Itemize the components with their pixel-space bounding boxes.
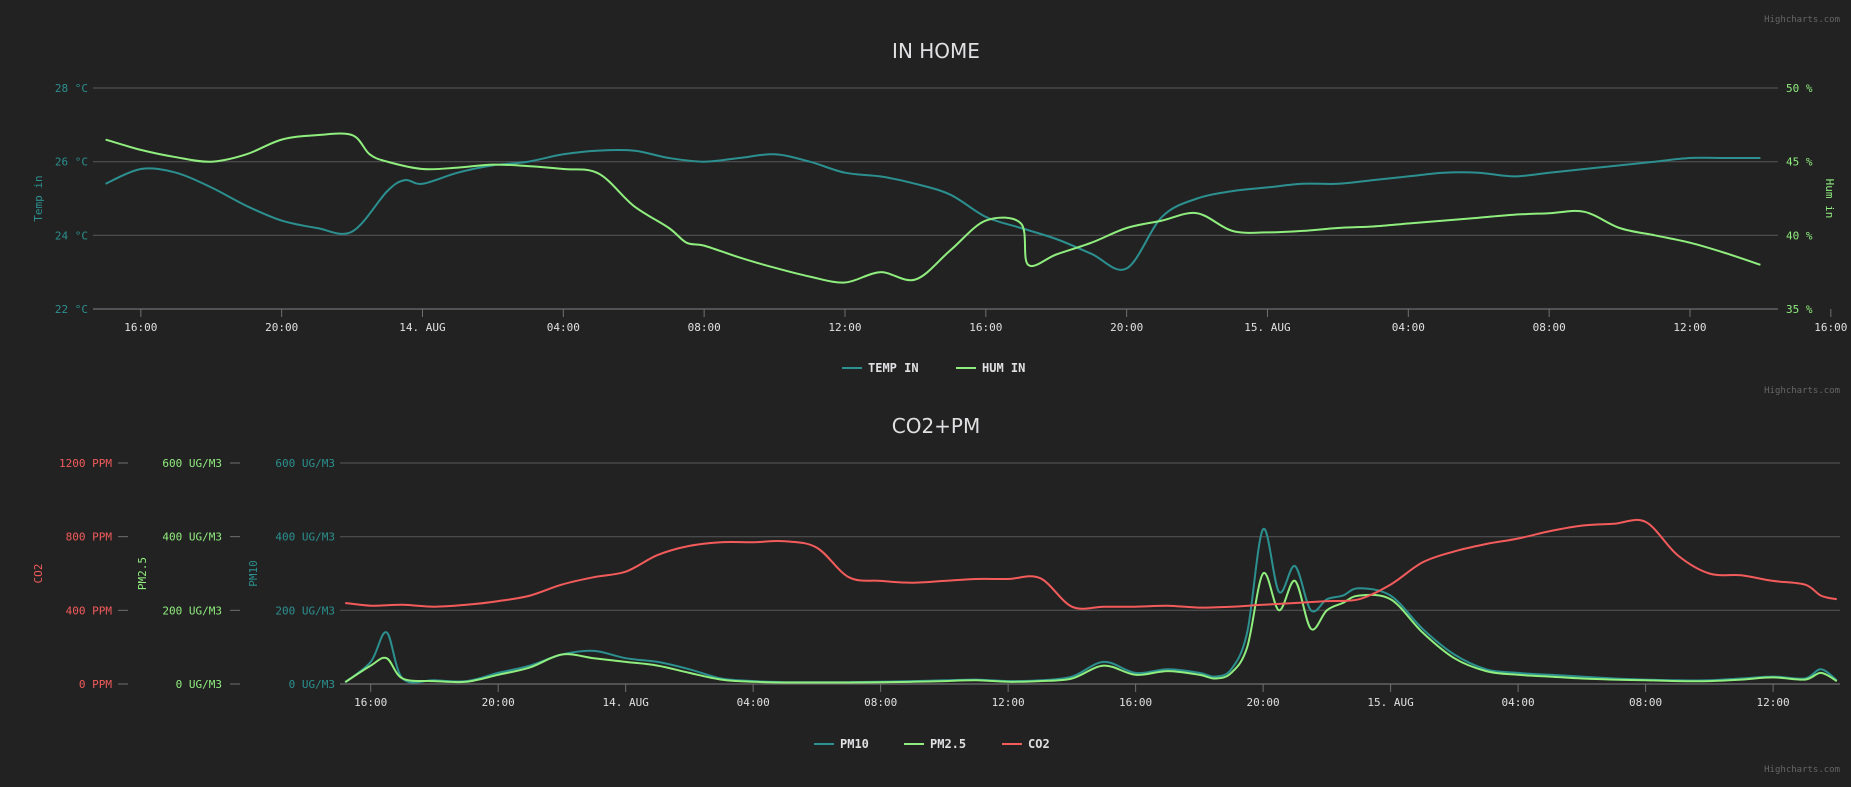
in-home-credits: Highcharts.com xyxy=(1764,15,1840,25)
co2-pm-legend-item-pm2-5: PM2.5 xyxy=(930,737,966,751)
co2-pm-x-tick-label: 15. AUG xyxy=(1367,696,1413,709)
in-home-title: IN HOME xyxy=(892,39,980,63)
chart-co2-pm-svg: Highcharts.com CO2+PM 1200 PPM 800 PPM 400 P… xyxy=(32,386,1840,775)
in-home-y-tick-temp-in: 22 °C xyxy=(55,303,88,316)
co2-pm-x-tick-label: 12:00 xyxy=(992,696,1025,709)
co2-pm-y-axis-title-pm2-5: PM2.5 xyxy=(136,557,149,590)
co2-pm-x-tick-label: 08:00 xyxy=(1629,696,1662,709)
chart-in-home: Highcharts.com IN HOME 28 °C 26 °C 24 °C 22 °… xyxy=(0,0,1851,375)
in-home-y-tick-temp-in: 28 °C xyxy=(55,82,88,95)
in-home-x-tick-label: 16:00 xyxy=(124,321,157,334)
co2-pm-x-tick-label: 16:00 xyxy=(1119,696,1152,709)
co2-pm-series-pm10-line xyxy=(344,528,1838,684)
chart-co2-pm: Highcharts.com CO2+PM 1200 PPM 800 PPM 400 P… xyxy=(0,375,1851,787)
co2-pm-y-tick-pm10: 400 UG/M3 xyxy=(275,531,335,544)
in-home-x-tick-label: 20:00 xyxy=(1110,321,1143,334)
co2-pm-y-tick-co2: 1200 PPM xyxy=(59,457,112,470)
in-home-y-tick-temp-in: 24 °C xyxy=(55,229,88,242)
co2-pm-y-tick-pm2-5: 0 UG/M3 xyxy=(176,678,222,691)
co2-pm-x-tick-label: 04:00 xyxy=(737,696,770,709)
co2-pm-y-axis-title-co2: CO2 xyxy=(32,564,45,584)
in-home-series-hum-in-line xyxy=(105,132,1761,284)
in-home-y-tick-hum-in: 45 % xyxy=(1786,156,1813,169)
co2-pm-x-tick-label: 08:00 xyxy=(864,696,897,709)
co2-pm-y-tick-co2: 0 PPM xyxy=(79,678,112,691)
co2-pm-x-tick-label: 20:00 xyxy=(482,696,515,709)
in-home-series-temp-in-line xyxy=(105,148,1761,271)
co2-pm-x-tick-label: 16:00 xyxy=(354,696,387,709)
chart-in-home-svg: Highcharts.com IN HOME 28 °C 26 °C 24 °C 22 °… xyxy=(32,15,1847,375)
in-home-y-tick-hum-in: 35 % xyxy=(1786,303,1813,316)
in-home-x-tick-label: 12:00 xyxy=(828,321,861,334)
in-home-y-tick-hum-in: 50 % xyxy=(1786,82,1813,95)
co2-pm-y-tick-pm10: 200 UG/M3 xyxy=(275,604,335,617)
in-home-y-axis-title-hum-in: Hum in xyxy=(1823,179,1836,219)
co2-pm-legend-item-co2: CO2 xyxy=(1028,737,1050,751)
co2-pm-x-tick-label: 14. AUG xyxy=(602,696,648,709)
in-home-x-tick-label: 16:00 xyxy=(969,321,1002,334)
co2-pm-y-tick-pm2-5: 200 UG/M3 xyxy=(162,604,222,617)
in-home-x-tick-label: 14. AUG xyxy=(399,321,445,334)
co2-pm-x-tick-label: 20:00 xyxy=(1247,696,1280,709)
in-home-y-tick-hum-in: 40 % xyxy=(1786,229,1813,242)
co2-pm-y-axis-title-pm10: PM10 xyxy=(247,560,260,587)
co2-pm-x-tick-label: 04:00 xyxy=(1502,696,1535,709)
co2-pm-legend-item-pm10: PM10 xyxy=(840,737,869,751)
in-home-x-tick-label: 15. AUG xyxy=(1244,321,1290,334)
co2-pm-y-tick-pm2-5: 600 UG/M3 xyxy=(162,457,222,470)
page-credits-bottom: Highcharts.com xyxy=(1764,765,1840,775)
in-home-legend-item-temp-in: TEMP IN xyxy=(868,361,919,375)
in-home-x-tick-label: 08:00 xyxy=(688,321,721,334)
in-home-y-tick-temp-in: 26 °C xyxy=(55,156,88,169)
in-home-x-tick-label: 04:00 xyxy=(547,321,580,334)
co2-pm-credits: Highcharts.com xyxy=(1764,386,1840,396)
co2-pm-y-tick-co2: 400 PPM xyxy=(66,604,113,617)
co2-pm-y-tick-pm10: 600 UG/M3 xyxy=(275,457,335,470)
in-home-x-tick-label: 04:00 xyxy=(1392,321,1425,334)
co2-pm-series-pm2-5-line xyxy=(344,572,1838,684)
co2-pm-y-tick-pm10: 0 UG/M3 xyxy=(289,678,335,691)
in-home-x-tick-label: 12:00 xyxy=(1673,321,1706,334)
in-home-x-tick-label: 20:00 xyxy=(265,321,298,334)
in-home-x-tick-label: 08:00 xyxy=(1533,321,1566,334)
in-home-legend-item-hum-in: HUM IN xyxy=(982,361,1025,375)
co2-pm-title: CO2+PM xyxy=(892,414,981,438)
co2-pm-x-tick-label: 12:00 xyxy=(1757,696,1790,709)
co2-pm-y-tick-pm2-5: 400 UG/M3 xyxy=(162,531,222,544)
co2-pm-series-co2-line xyxy=(345,518,1838,610)
in-home-y-axis-title-temp-in: Temp in xyxy=(32,175,45,221)
in-home-x-tick-label: 16:00 xyxy=(1814,321,1847,334)
co2-pm-y-tick-co2: 800 PPM xyxy=(66,531,113,544)
